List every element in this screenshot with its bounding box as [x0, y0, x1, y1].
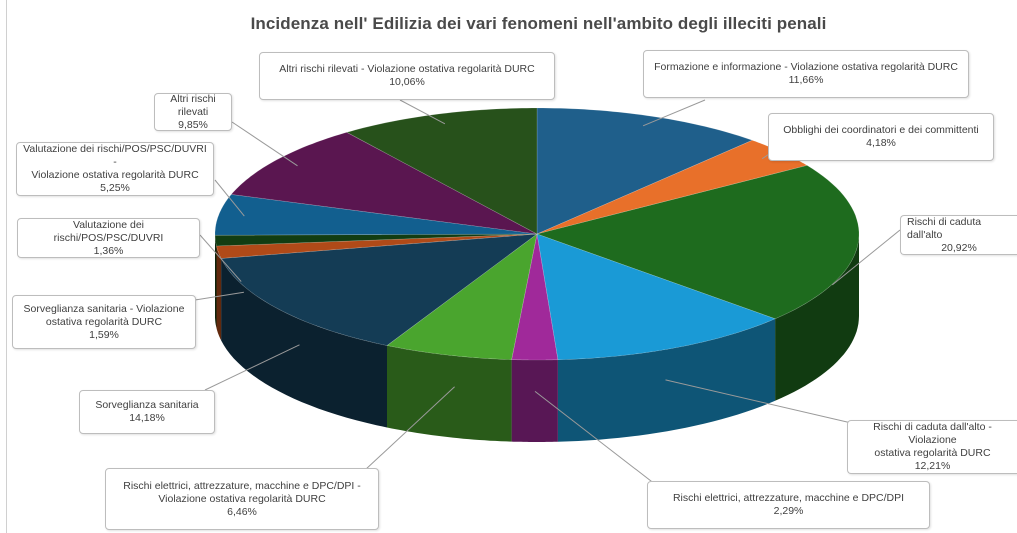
- pie-slice-side-7: [221, 258, 387, 428]
- data-label-category: Obblighi dei coordinatori e dei committe…: [783, 124, 979, 136]
- pie-slice-side-5: [511, 359, 558, 442]
- chart-title: Incidenza nell' Edilizia dei vari fenome…: [250, 14, 827, 33]
- data-label-category: Formazione e informazione - Violazione o…: [654, 61, 958, 73]
- data-label-category: Rischi elettrici, attrezzature, macchine…: [672, 492, 905, 504]
- data-label-category: Rischi elettrici, attrezzature, macchine…: [123, 479, 361, 505]
- leader-line-8: [194, 291, 244, 301]
- leader-line-9: [199, 234, 242, 282]
- pie-slice-3: [535, 165, 860, 320]
- data-label-value: 1,36%: [93, 244, 124, 257]
- data-label-8: Sorveglianza sanitaria - Violazione osta…: [12, 295, 196, 349]
- data-label-value: 9,85%: [178, 118, 208, 131]
- data-label-3: Rischi di caduta dall'alto 20,92%: [900, 215, 1017, 255]
- data-label-10: Valutazione dei rischi/POS/PSC/DUVRI - V…: [16, 142, 214, 196]
- data-label-value: 11,66%: [788, 74, 824, 86]
- leader-line-10: [214, 179, 245, 217]
- data-label-value: 4,18%: [866, 137, 896, 149]
- pie-slice-side-3: [775, 234, 859, 401]
- leader-line-12: [399, 99, 446, 125]
- pie-slice-1: [536, 107, 754, 235]
- data-label-11: Altri rischi rilevati 9,85%: [154, 93, 232, 131]
- data-label-6: Rischi elettrici, attrezzature, macchine…: [105, 468, 379, 530]
- pie-slice-10: [214, 194, 538, 236]
- data-label-value: 20,92%: [941, 241, 977, 254]
- pie-slice-5: [511, 233, 559, 361]
- data-label-category: Altri rischi rilevati: [170, 92, 216, 118]
- data-label-12: Altri rischi rilevati - Violazione ostat…: [259, 52, 555, 100]
- chart-frame-border: [6, 0, 7, 533]
- data-label-category: Sorveglianza sanitaria - Violazione osta…: [23, 302, 185, 328]
- data-label-value: 12,21%: [914, 460, 951, 472]
- data-label-category: Altri rischi rilevati - Violazione ostat…: [279, 63, 535, 75]
- data-label-category: Valutazione dei rischi/POS/PSC/DUVRI: [53, 218, 164, 244]
- data-label-5: Rischi elettrici, attrezzature, macchine…: [647, 481, 930, 529]
- pie-slice-side-9: [215, 235, 217, 328]
- pie-slice-9: [214, 233, 538, 247]
- leader-line-11: [231, 121, 298, 167]
- data-label-category: Valutazione dei rischi/POS/PSC/DUVRI - V…: [23, 143, 207, 181]
- pie-slice-4: [536, 233, 776, 361]
- data-label-value: 1,59%: [89, 328, 119, 341]
- data-label-value: 10,06%: [389, 76, 425, 88]
- pie-slice-side-6: [387, 345, 512, 442]
- data-label-category: Rischi di caduta dall'alto: [907, 215, 982, 241]
- data-label-category: Sorveglianza sanitaria: [95, 399, 199, 411]
- leader-line-3: [831, 229, 901, 286]
- leader-line-7: [204, 344, 300, 391]
- data-label-value: 5,25%: [100, 182, 130, 194]
- data-label-1: Formazione e informazione - Violazione o…: [643, 50, 969, 98]
- data-label-value: 2,29%: [773, 505, 804, 517]
- data-label-7: Sorveglianza sanitaria 14,18%: [79, 390, 215, 434]
- leader-line-6: [364, 386, 455, 471]
- data-label-value: 14,18%: [129, 412, 165, 424]
- pie-slice-side-8: [216, 246, 222, 341]
- pie-slice-12: [345, 107, 538, 235]
- data-label-9: Valutazione dei rischi/POS/PSC/DUVRI 1,36…: [17, 218, 200, 258]
- pie-slice-8: [216, 233, 538, 259]
- pie-slice-6: [386, 233, 538, 360]
- pie-slice-7: [220, 233, 539, 346]
- data-label-2: Obblighi dei coordinatori e dei committe…: [768, 113, 994, 161]
- leader-line-4: [665, 379, 861, 426]
- data-label-category: Rischi di caduta dall'alto - Violazione …: [873, 421, 992, 459]
- pie-slice-11: [230, 131, 538, 235]
- leader-line-5: [534, 391, 661, 489]
- data-label-value: 6,46%: [227, 505, 257, 518]
- data-label-4: Rischi di caduta dall'alto - Violazione …: [847, 420, 1017, 474]
- leader-line-1: [642, 99, 706, 127]
